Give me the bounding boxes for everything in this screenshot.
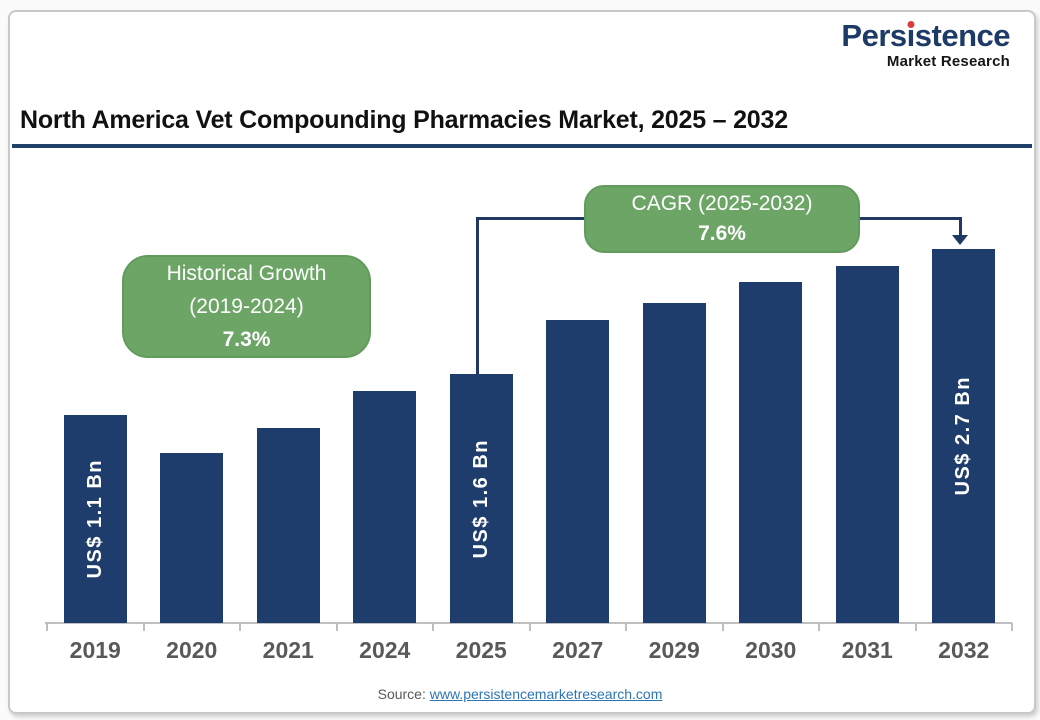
- source-line: Source: www.persistencemarketresearch.co…: [0, 686, 1040, 702]
- bracket-horizontal-right: [858, 217, 962, 220]
- bracket-vertical-2025: [476, 217, 479, 374]
- logo-subtitle: Market Research: [886, 53, 1010, 70]
- historical-growth-line1: Historical Growth: [166, 262, 327, 285]
- x-axis-label-2024: 2024: [359, 637, 411, 663]
- x-axis-label-2031: 2031: [841, 637, 893, 663]
- x-axis-tick: [625, 623, 627, 631]
- bar-2027: [546, 320, 610, 623]
- bar-2025: US$ 1.6 Bn: [449, 374, 513, 623]
- x-axis-label-2032: 2032: [938, 637, 990, 663]
- x-axis-tick: [432, 623, 434, 631]
- logo-brand-prefix: Pers: [841, 18, 907, 53]
- bar-2019: US$ 1.1 Bn: [63, 415, 127, 623]
- arrow-down-icon: [952, 235, 968, 245]
- logo-brand-suffix: stence: [914, 18, 1011, 53]
- bar-2032: US$ 2.7 Bn: [932, 249, 996, 623]
- page-title: North America Vet Compounding Pharmacies…: [20, 106, 788, 134]
- bar-value-label-2032: US$ 2.7 Bn: [952, 376, 975, 496]
- x-axis-label-2027: 2027: [552, 637, 604, 663]
- bar-2021: [256, 428, 320, 623]
- bar-2029: [642, 303, 706, 623]
- bracket-vertical-2032: [959, 217, 962, 236]
- x-axis-tick: [142, 623, 145, 631]
- historical-growth-value: 7.3%: [222, 328, 271, 351]
- source-label: Source:: [377, 686, 426, 702]
- title-underline: [12, 144, 1032, 148]
- x-axis-tick: [239, 623, 241, 631]
- x-axis-label-2019: 2019: [69, 637, 121, 663]
- bar-value-label-2025: US$ 1.6 Bn: [469, 438, 492, 559]
- source-link[interactable]: www.persistencemarketresearch.com: [429, 686, 663, 702]
- bar-2030: [739, 282, 803, 623]
- bracket-horizontal-left: [476, 217, 586, 220]
- x-axis-tick: [721, 623, 724, 631]
- x-axis-tick: [914, 623, 917, 631]
- x-axis-tick: [528, 623, 531, 631]
- logo-brand: Persıstence: [841, 20, 1010, 51]
- historical-growth-callout: Historical Growth (2019-2024) 7.3%: [122, 255, 371, 358]
- logo: Persıstence Market Research: [841, 20, 1010, 69]
- bar-2031: [835, 266, 899, 623]
- x-axis-label-2021: 2021: [262, 637, 314, 663]
- x-axis-tick: [46, 623, 48, 631]
- cagr-value: 7.6%: [698, 222, 746, 245]
- x-axis-tick: [818, 623, 820, 631]
- logo-i-red-dot: ı: [906, 18, 916, 53]
- bar-value-label-2019: US$ 1.1 Bn: [83, 459, 106, 579]
- x-axis-tick: [335, 623, 338, 631]
- x-axis-label-2029: 2029: [648, 637, 700, 663]
- x-axis-tick: [1011, 623, 1013, 631]
- bar-2024: [353, 391, 417, 623]
- x-axis-label-2025: 2025: [455, 637, 507, 663]
- x-axis-label-2030: 2030: [745, 637, 797, 663]
- x-axis-label-2020: 2020: [166, 637, 218, 663]
- bar-2020: [160, 453, 224, 623]
- cagr-line1: CAGR (2025-2032): [631, 192, 813, 215]
- historical-growth-line2: (2019-2024): [189, 295, 304, 318]
- cagr-callout: CAGR (2025-2032) 7.6%: [584, 185, 860, 253]
